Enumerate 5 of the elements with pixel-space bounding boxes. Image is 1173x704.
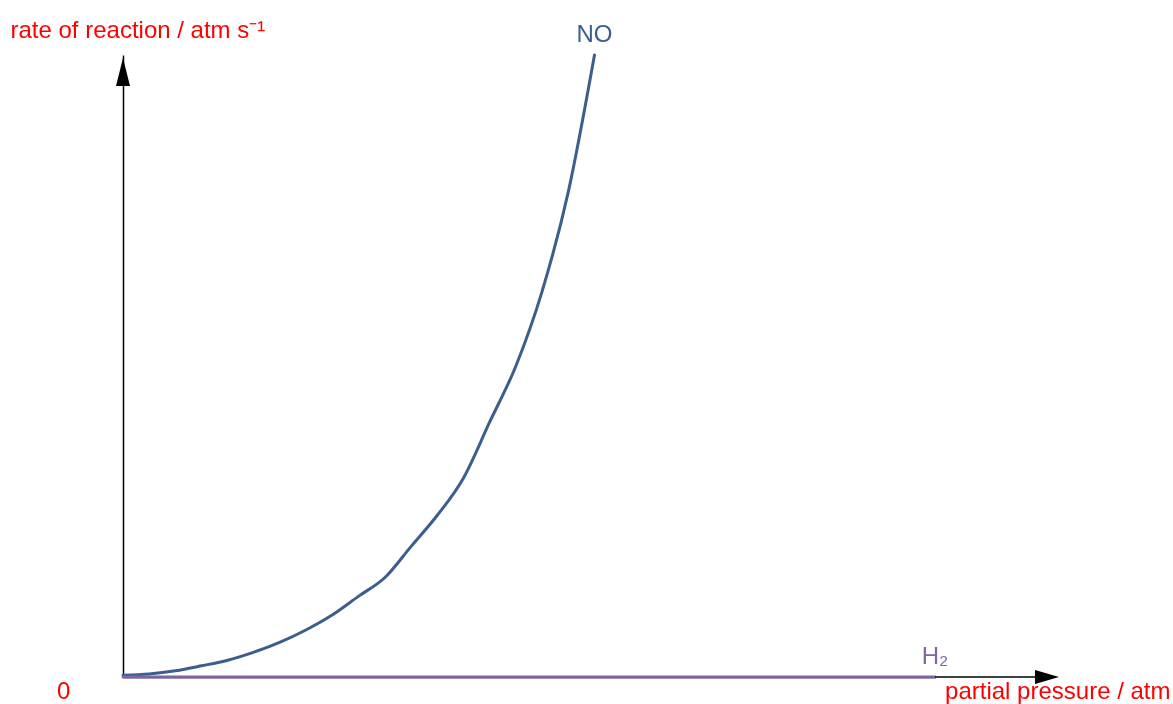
series-label: NO: [576, 20, 613, 47]
y-axis-title: rate of reaction / atm s⁻¹: [10, 15, 266, 43]
series-label: H₂: [921, 642, 949, 669]
text: 0: [57, 677, 71, 704]
x-axis-title: partial pressure / atm: [945, 676, 1171, 704]
